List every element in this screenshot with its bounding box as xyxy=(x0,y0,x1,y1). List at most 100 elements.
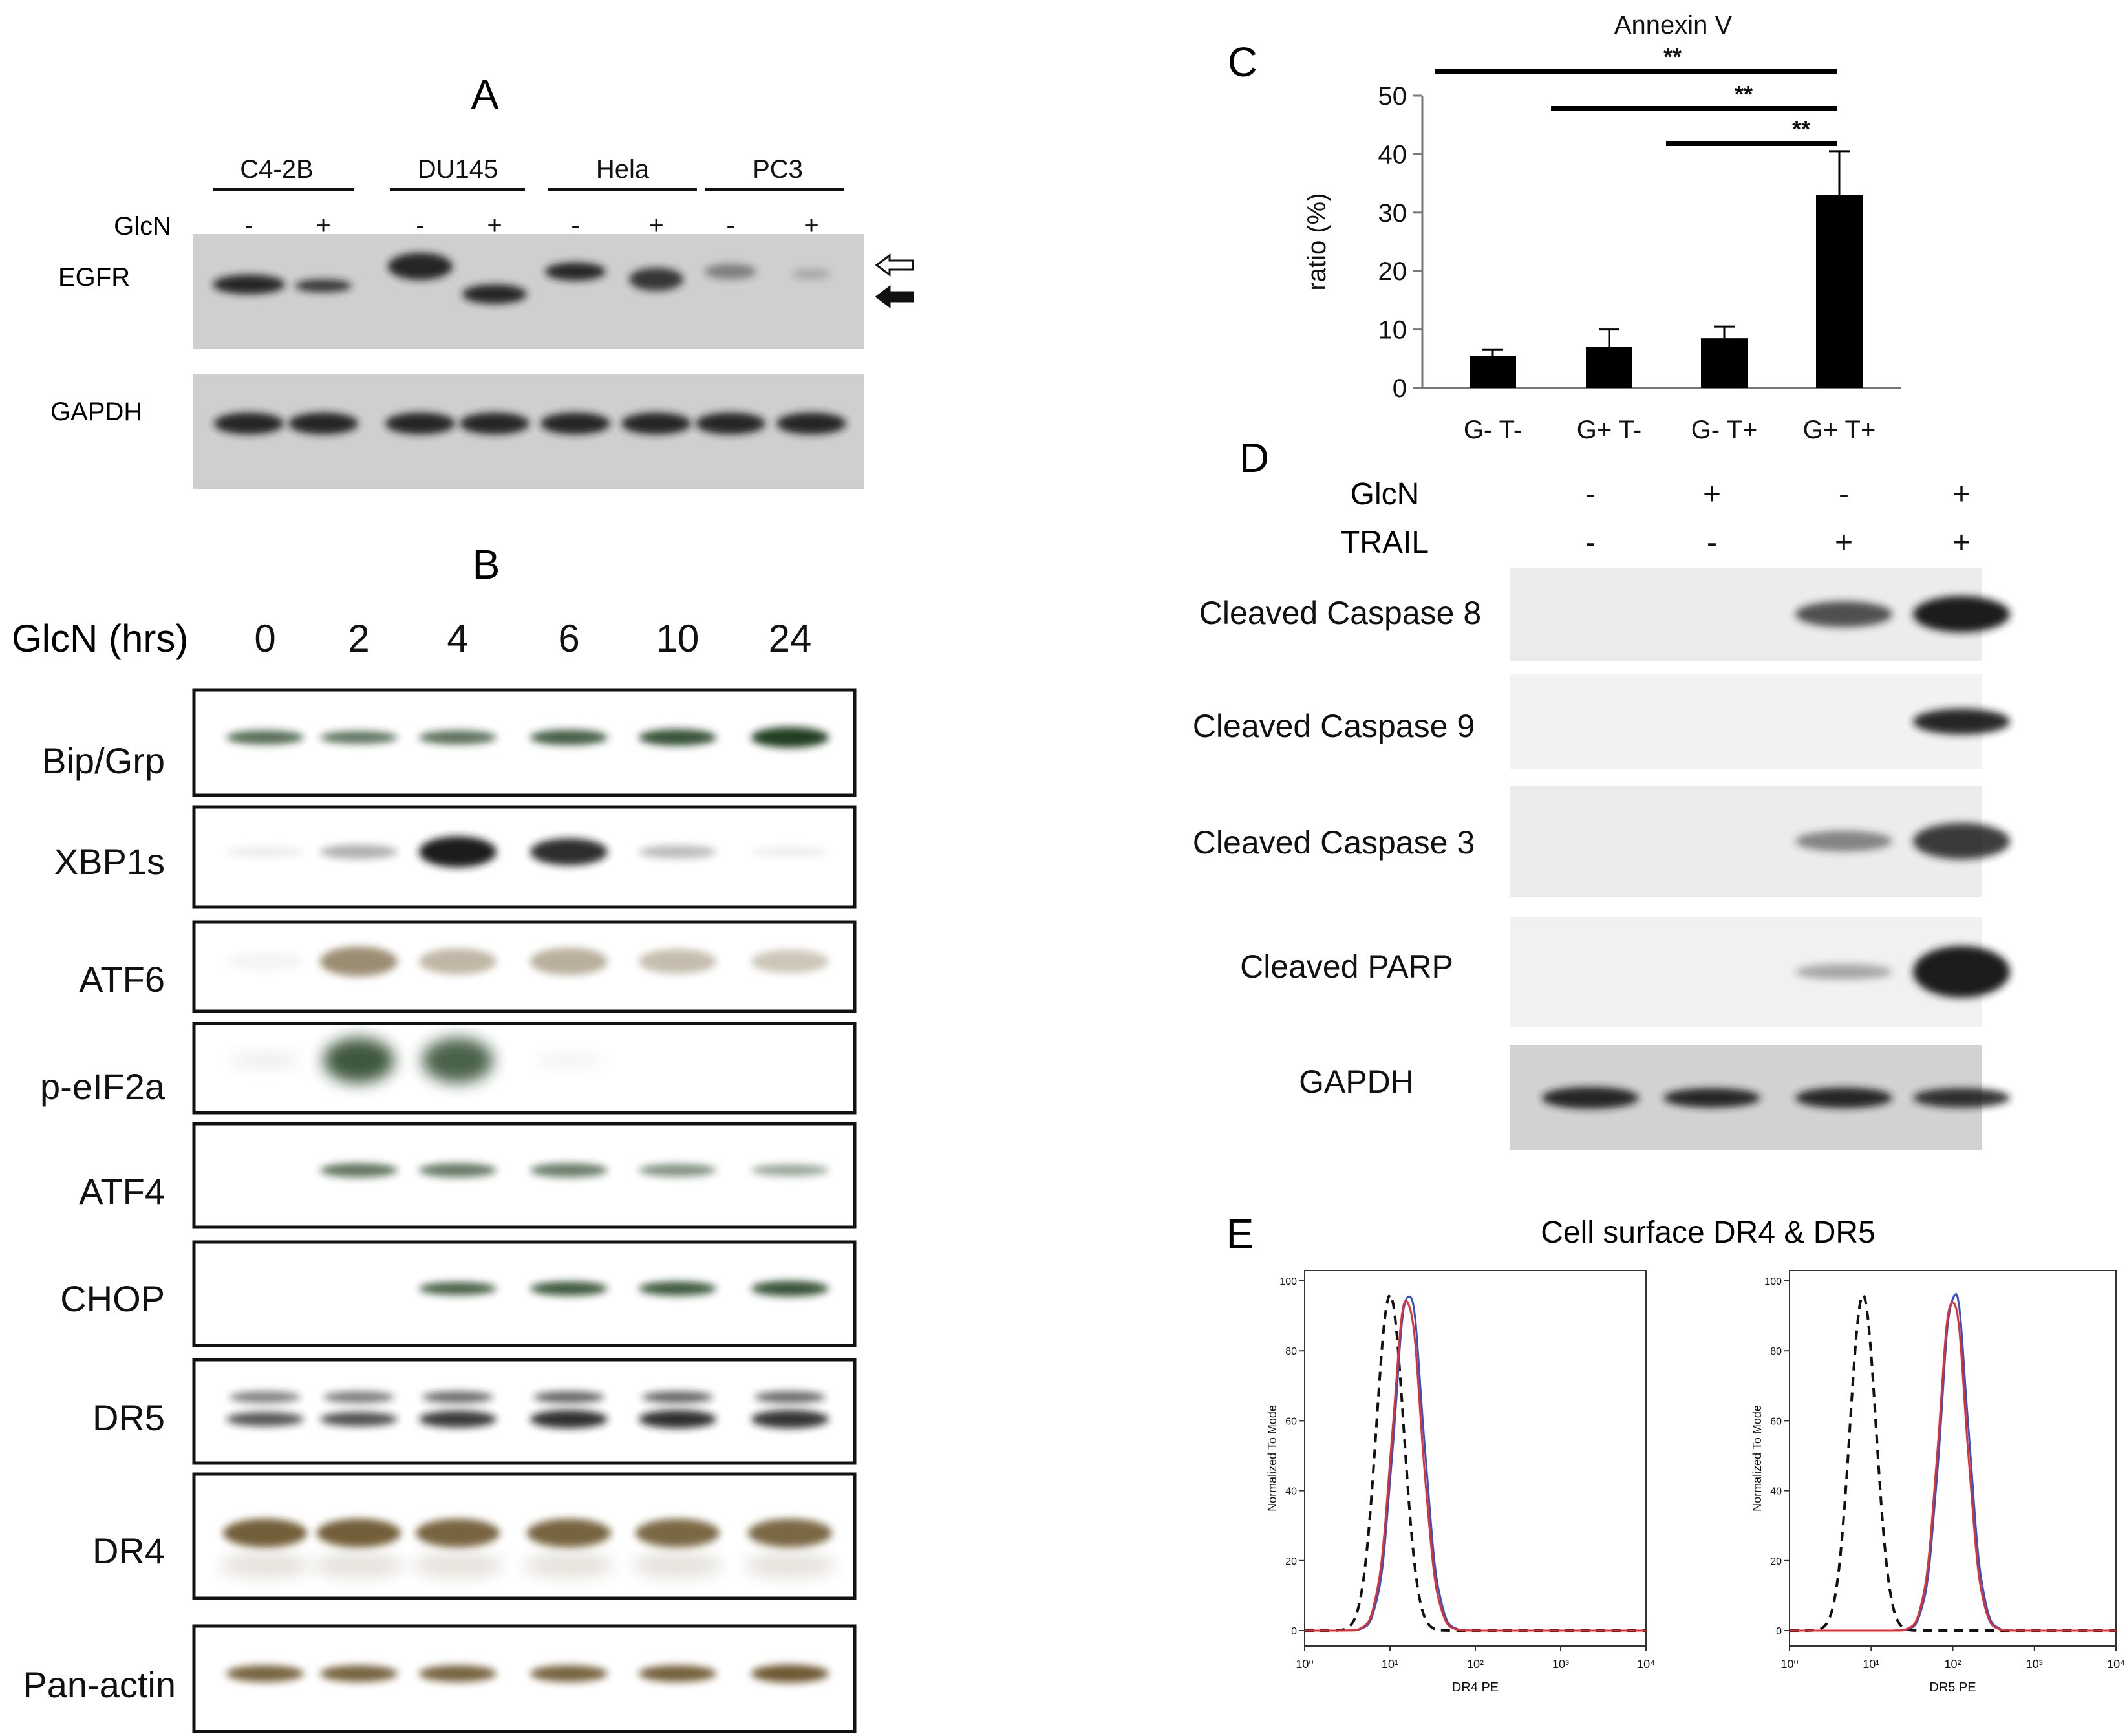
dr5-lower-band xyxy=(226,1412,304,1426)
blot-band xyxy=(320,947,398,976)
plot-frame xyxy=(1789,1270,2117,1647)
x-axis-label: DR5 PE xyxy=(1929,1680,1976,1695)
dr5-lower-band xyxy=(751,1410,829,1428)
egfr-band xyxy=(388,253,453,280)
blot-band xyxy=(639,1164,716,1177)
peif2a-band xyxy=(230,1054,301,1067)
glcn-sign: + xyxy=(804,211,818,240)
dr5-upper-band xyxy=(323,1391,394,1403)
x-tick-label: G+ T- xyxy=(1577,416,1641,444)
blot-band xyxy=(751,1164,829,1176)
peif2a-band xyxy=(533,1055,604,1066)
y-tick-label: 0 xyxy=(1776,1626,1782,1637)
y-tick-label: 60 xyxy=(1285,1416,1297,1427)
blot-band xyxy=(751,950,829,973)
y-tick-label: 60 xyxy=(1770,1416,1782,1427)
blot-row-label: Pan-actin xyxy=(23,1664,176,1705)
dr4-smear xyxy=(632,1552,723,1578)
dr4-band xyxy=(317,1519,401,1547)
blot-row-label: DR5 xyxy=(92,1397,165,1438)
x-tick-label: 10⁰ xyxy=(1296,1658,1313,1671)
blot-frame xyxy=(192,1122,857,1229)
y-tick-label: 30 xyxy=(1378,199,1407,228)
x-tick-label: 10³ xyxy=(2026,1658,2043,1671)
egfr-band xyxy=(792,270,831,279)
blot-band xyxy=(639,729,716,746)
egfr-band xyxy=(629,268,683,291)
glcn-sign: - xyxy=(571,211,579,240)
gapdh-blot-a xyxy=(193,374,864,489)
y-axis-label: ratio (%) xyxy=(1303,193,1331,290)
egfr-bands xyxy=(213,253,831,304)
blot-frame xyxy=(192,920,857,1013)
x-tick-label: G- T- xyxy=(1464,416,1522,444)
dr4-band xyxy=(223,1519,307,1547)
blot-band xyxy=(1913,596,2010,632)
blot-band xyxy=(1542,1087,1639,1109)
gapdh-band xyxy=(460,413,529,434)
egfr-band xyxy=(213,275,285,294)
x-tick-label: 10⁴ xyxy=(2107,1658,2125,1671)
blot-band xyxy=(1795,1088,1892,1108)
blot-row: ATF4 xyxy=(79,1122,857,1229)
gapdh-band xyxy=(696,413,765,434)
egfr-band xyxy=(295,279,352,292)
panel-a-cell-lines: C4-2B DU145 Hela PC3 xyxy=(213,155,844,191)
blot-row: Cleaved Caspase 8 xyxy=(1199,568,2010,661)
glcn-sign: + xyxy=(1952,477,1971,511)
panel-e-title: Cell surface DR4 & DR5 xyxy=(1541,1216,1876,1250)
glcn-sign: - xyxy=(244,211,253,240)
blot-band xyxy=(1795,831,1892,852)
dr4-smear xyxy=(220,1552,310,1578)
blot-band xyxy=(530,729,608,745)
significance-label: ** xyxy=(1735,81,1753,107)
significance-label: ** xyxy=(1792,116,1810,142)
x-tick-label: 10² xyxy=(1467,1658,1484,1671)
blot-band xyxy=(639,949,716,974)
x-tick-label: 10² xyxy=(1944,1658,1961,1671)
dr5-lower-band xyxy=(530,1410,608,1428)
panel-a-letter: A xyxy=(471,71,499,118)
annexin-bar-chart: Annexin V 0 10 20 30 40 50 ratio (%) G- T- G+ T- G… xyxy=(1303,11,1901,444)
y-tick-label: 40 xyxy=(1285,1486,1297,1497)
blot-row-label: Cleaved PARP xyxy=(1240,948,1453,985)
dr5-upper-band xyxy=(754,1391,826,1403)
glcn-sign: + xyxy=(1703,477,1721,511)
blot-band xyxy=(639,1281,716,1296)
y-tick-label: 20 xyxy=(1378,257,1407,286)
x-tick-label: 10³ xyxy=(1552,1658,1569,1671)
gapdh-band xyxy=(776,413,846,434)
blot-band xyxy=(751,1664,829,1683)
gapdh-bands-a xyxy=(214,413,846,434)
gapdh-band xyxy=(385,413,455,434)
panel-a-glcn-label: GlcN xyxy=(114,212,171,241)
x-tick-label: 10⁰ xyxy=(1780,1658,1798,1671)
blot-band xyxy=(419,948,497,974)
y-tick-label: 0 xyxy=(1393,374,1407,403)
flow-histogram: 0 20 40 60 80 100 10⁰ 10¹ 10² 10³ 10⁴ Normalized To… xyxy=(1751,1270,2125,1695)
blot-row: GAPDH xyxy=(1299,1045,2010,1150)
blot-row: Pan-actin xyxy=(23,1624,857,1733)
x-axis-label: DR4 PE xyxy=(1452,1680,1499,1695)
blot-band xyxy=(320,731,398,744)
gapdh-band xyxy=(540,413,610,434)
blot-membrane xyxy=(1510,917,1982,1027)
dr4-band xyxy=(416,1519,500,1547)
glcn-sign: + xyxy=(315,211,330,240)
cell-line-label: PC3 xyxy=(753,155,803,184)
dr5-upper-band xyxy=(642,1391,713,1403)
x-tick-label: G+ T+ xyxy=(1803,416,1876,444)
timepoint-label: 0 xyxy=(254,617,275,660)
blot-row-label: DR4 xyxy=(92,1530,165,1571)
blot-band xyxy=(320,1163,398,1177)
y-tick-label: 40 xyxy=(1770,1486,1782,1497)
bar xyxy=(1470,356,1516,388)
x-tick-label: 10¹ xyxy=(1382,1658,1398,1671)
panel-b-timepoints: 0 2 4 6 10 24 xyxy=(254,617,811,660)
timepoint-label: 24 xyxy=(769,617,812,660)
x-tick-label: G- T+ xyxy=(1691,416,1758,444)
y-tick-label: 10 xyxy=(1378,316,1407,345)
y-tick-label: 100 xyxy=(1764,1276,1782,1287)
blot-band xyxy=(639,845,716,859)
panel-a: A C4-2B DU145 Hela PC3 GlcN - + - + - + - + EGFR G… xyxy=(50,71,914,489)
